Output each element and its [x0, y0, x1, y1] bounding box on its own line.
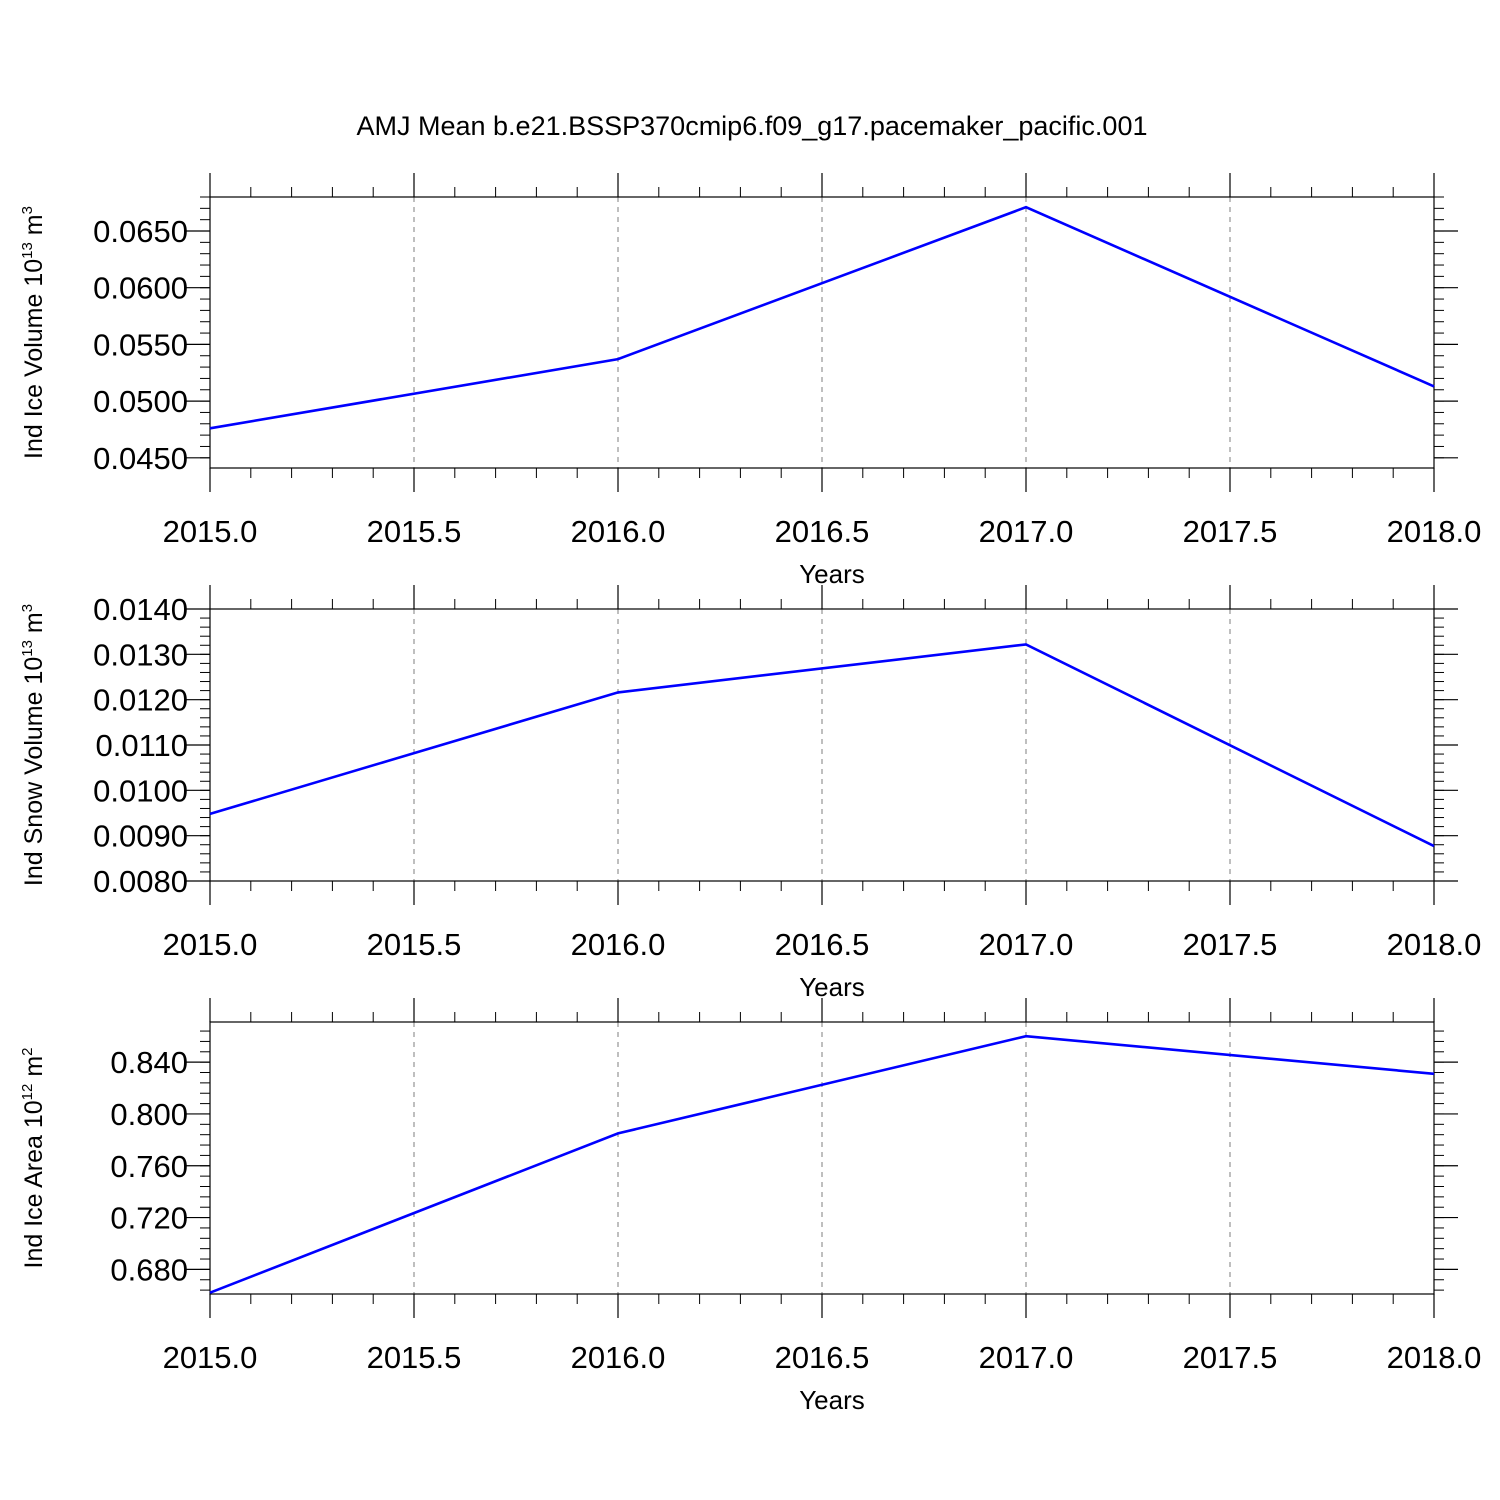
x-tick-label: 2018.0 [1387, 514, 1482, 549]
y-tick-label: 0.0110 [95, 728, 188, 763]
x-tick-label: 2017.0 [979, 927, 1074, 962]
x-tick-label: 2016.0 [571, 927, 666, 962]
x-tick-label: 2016.0 [571, 1340, 666, 1375]
y-tick-label: 0.0650 [93, 214, 188, 249]
y-tick-label: 0.0080 [93, 864, 188, 899]
y-tick-label: 0.800 [110, 1097, 188, 1132]
y-tick-label: 0.0140 [93, 592, 188, 627]
chart-panel-3: 2015.0 2015.5 2016.0 2016.5 2017.0 2017.5 2018… [19, 998, 1481, 1415]
y-tick-label: 0.0450 [93, 441, 188, 476]
series-line [209, 643, 1435, 848]
y-tick-label: 0.720 [110, 1201, 188, 1236]
x-tick-label: 2015.0 [163, 514, 258, 549]
y-tick-label: 0.0500 [93, 384, 188, 419]
x-tick-label: 2015.0 [163, 1340, 258, 1375]
x-tick-label: 2015.5 [367, 1340, 462, 1375]
x-axis-label: Years [799, 972, 865, 1002]
x-tick-label: 2017.0 [979, 1340, 1074, 1375]
x-tick-label: 2016.0 [571, 514, 666, 549]
x-tick-label: 2015.5 [367, 927, 462, 962]
y-tick-label: 0.0100 [93, 773, 188, 808]
x-tick-label: 2015.5 [367, 514, 462, 549]
chart-panel-2: 2015.0 2015.5 2016.0 2016.5 2017.0 2017.5 2018… [19, 585, 1481, 1002]
x-tick-label: 2018.0 [1387, 1340, 1482, 1375]
x-tick-label: 2017.5 [1183, 514, 1278, 549]
y-tick-label: 0.840 [110, 1045, 188, 1080]
x-tick-label: 2017.5 [1183, 1340, 1278, 1375]
y-tick-label: 0.0130 [93, 637, 188, 672]
x-axis-label: Years [799, 559, 865, 589]
y-axis-label: Ind Snow Volume 1013 m3 [19, 604, 48, 886]
x-tick-label: 2018.0 [1387, 927, 1482, 962]
x-tick-label: 2017.0 [979, 514, 1074, 549]
x-tick-label: 2016.5 [775, 1340, 870, 1375]
y-axis-label: Ind Ice Area 1012 m2 [19, 1048, 48, 1269]
y-axis-label: Ind Ice Volume 1013 m3 [19, 206, 48, 459]
x-tick-label: 2016.5 [775, 927, 870, 962]
y-tick-label: 0.760 [110, 1149, 188, 1184]
y-tick-label: 0.0120 [93, 683, 188, 718]
x-tick-label: 2016.5 [775, 514, 870, 549]
y-tick-label: 0.0600 [93, 271, 188, 306]
series-line [209, 1034, 1435, 1294]
chart-panel-1: 2015.0 2015.5 2016.0 2016.5 2017.0 2017.5 2018… [19, 173, 1481, 589]
y-tick-label: 0.680 [110, 1252, 188, 1287]
x-axis-label: Years [799, 1385, 865, 1415]
figure-title: AMJ Mean b.e21.BSSP370cmip6.f09_g17.pace… [357, 111, 1148, 141]
y-tick-label: 0.0550 [93, 327, 188, 362]
y-tick-label: 0.0090 [93, 819, 188, 854]
x-tick-label: 2015.0 [163, 927, 258, 962]
x-tick-label: 2017.5 [1183, 927, 1278, 962]
series-line [209, 205, 1435, 430]
